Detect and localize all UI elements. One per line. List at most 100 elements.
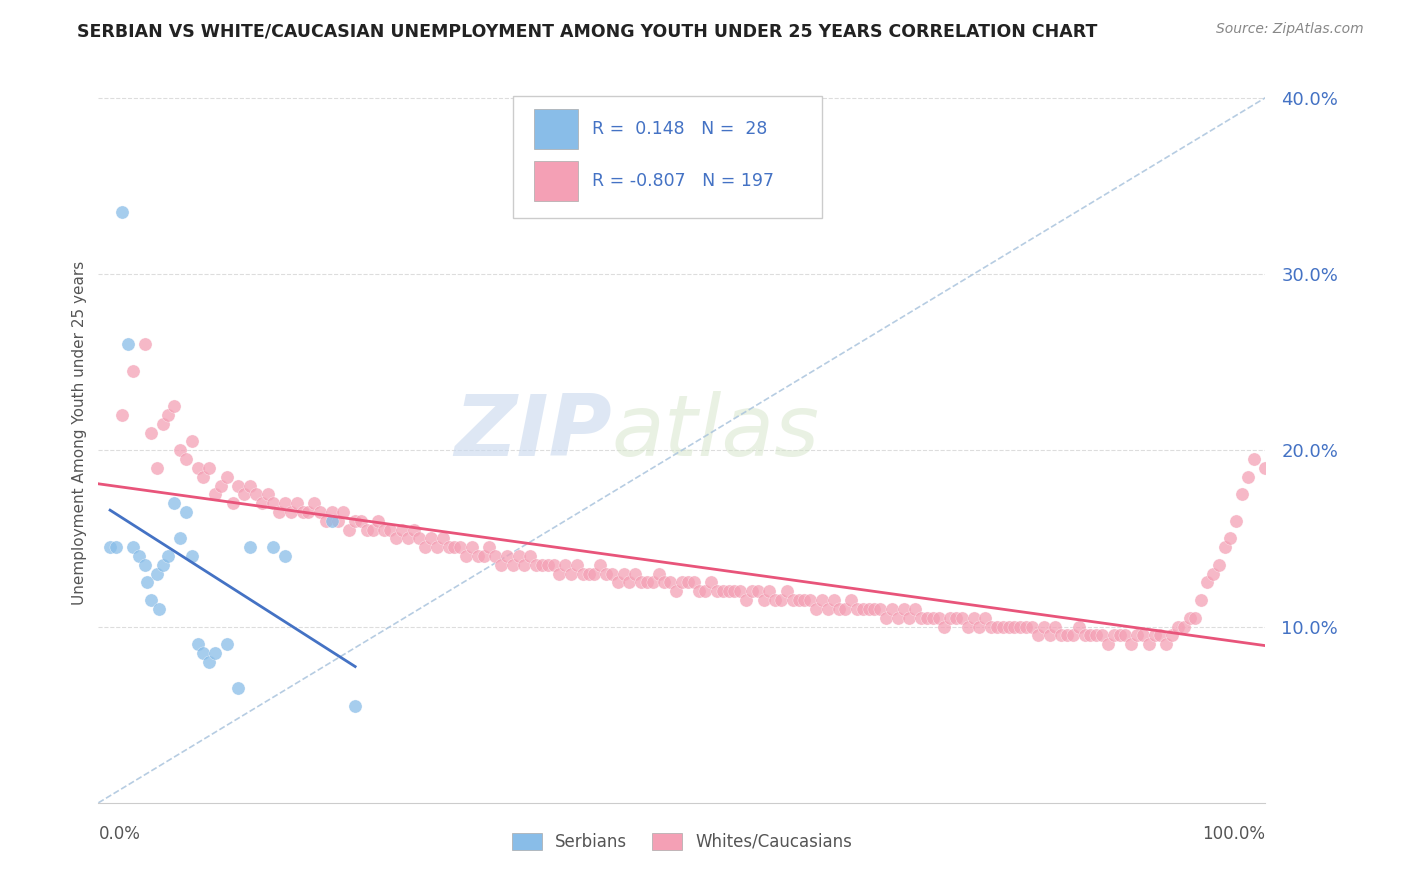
- Point: [578, 566, 600, 581]
- Point: [763, 593, 786, 607]
- Text: Source: ZipAtlas.com: Source: ZipAtlas.com: [1216, 22, 1364, 37]
- Point: [513, 558, 536, 572]
- Point: [688, 584, 710, 599]
- Point: [454, 549, 477, 563]
- Point: [904, 602, 927, 616]
- Point: [839, 593, 862, 607]
- Point: [665, 584, 688, 599]
- Point: [356, 523, 378, 537]
- Point: [1126, 628, 1149, 642]
- Point: [187, 637, 209, 651]
- Point: [934, 619, 956, 633]
- Text: ZIP: ZIP: [454, 391, 612, 475]
- Point: [1237, 469, 1260, 483]
- Point: [98, 540, 121, 554]
- Point: [496, 549, 519, 563]
- Point: [787, 593, 810, 607]
- Point: [1050, 628, 1073, 642]
- Point: [228, 681, 250, 696]
- Point: [350, 514, 373, 528]
- Point: [1056, 628, 1078, 642]
- FancyBboxPatch shape: [534, 109, 578, 150]
- Point: [793, 593, 815, 607]
- Point: [250, 496, 273, 510]
- Point: [711, 584, 734, 599]
- Point: [245, 487, 267, 501]
- Point: [332, 505, 354, 519]
- Point: [413, 540, 436, 554]
- Point: [134, 558, 156, 572]
- Point: [215, 637, 238, 651]
- Point: [834, 602, 856, 616]
- Point: [846, 602, 869, 616]
- Point: [1173, 619, 1195, 633]
- Point: [1114, 628, 1136, 642]
- Point: [309, 505, 332, 519]
- Point: [641, 575, 664, 590]
- Point: [524, 558, 547, 572]
- Point: [385, 532, 408, 546]
- Point: [893, 602, 915, 616]
- Point: [152, 558, 174, 572]
- Point: [174, 505, 197, 519]
- Text: R = -0.807   N = 197: R = -0.807 N = 197: [592, 172, 775, 190]
- Point: [875, 610, 897, 624]
- Point: [122, 364, 145, 378]
- Point: [858, 602, 880, 616]
- Point: [700, 575, 723, 590]
- Point: [537, 558, 560, 572]
- Point: [489, 558, 512, 572]
- Point: [344, 514, 367, 528]
- Point: [128, 549, 150, 563]
- Point: [239, 540, 262, 554]
- Point: [396, 532, 419, 546]
- Point: [198, 461, 221, 475]
- Point: [432, 532, 454, 546]
- Point: [256, 487, 278, 501]
- Point: [367, 514, 389, 528]
- Point: [986, 619, 1008, 633]
- Point: [659, 575, 682, 590]
- Point: [148, 602, 170, 616]
- Point: [426, 540, 449, 554]
- Point: [117, 337, 139, 351]
- Text: SERBIAN VS WHITE/CAUCASIAN UNEMPLOYMENT AMONG YOUTH UNDER 25 YEARS CORRELATION C: SERBIAN VS WHITE/CAUCASIAN UNEMPLOYMENT …: [77, 22, 1098, 40]
- Point: [443, 540, 465, 554]
- Point: [1010, 619, 1032, 633]
- Point: [606, 575, 628, 590]
- FancyBboxPatch shape: [534, 161, 578, 202]
- Point: [344, 698, 367, 713]
- Point: [921, 610, 943, 624]
- Point: [1254, 461, 1277, 475]
- Point: [1021, 619, 1043, 633]
- Point: [974, 610, 997, 624]
- Point: [630, 575, 652, 590]
- Point: [1045, 619, 1067, 633]
- Point: [198, 655, 221, 669]
- Point: [157, 408, 180, 422]
- FancyBboxPatch shape: [513, 95, 823, 218]
- Point: [910, 610, 932, 624]
- Point: [1026, 628, 1049, 642]
- Point: [361, 523, 384, 537]
- Point: [146, 566, 169, 581]
- Point: [770, 593, 793, 607]
- Text: 100.0%: 100.0%: [1202, 825, 1265, 843]
- Point: [297, 505, 319, 519]
- Point: [898, 610, 921, 624]
- Point: [624, 566, 647, 581]
- Point: [111, 408, 134, 422]
- Point: [682, 575, 704, 590]
- Point: [233, 487, 256, 501]
- Point: [741, 584, 763, 599]
- Point: [565, 558, 588, 572]
- Point: [1184, 610, 1206, 624]
- Point: [1161, 628, 1184, 642]
- Point: [163, 496, 186, 510]
- Point: [449, 540, 471, 554]
- Point: [1197, 575, 1219, 590]
- Text: 0.0%: 0.0%: [98, 825, 141, 843]
- Point: [519, 549, 541, 563]
- Point: [1213, 540, 1236, 554]
- Point: [782, 593, 804, 607]
